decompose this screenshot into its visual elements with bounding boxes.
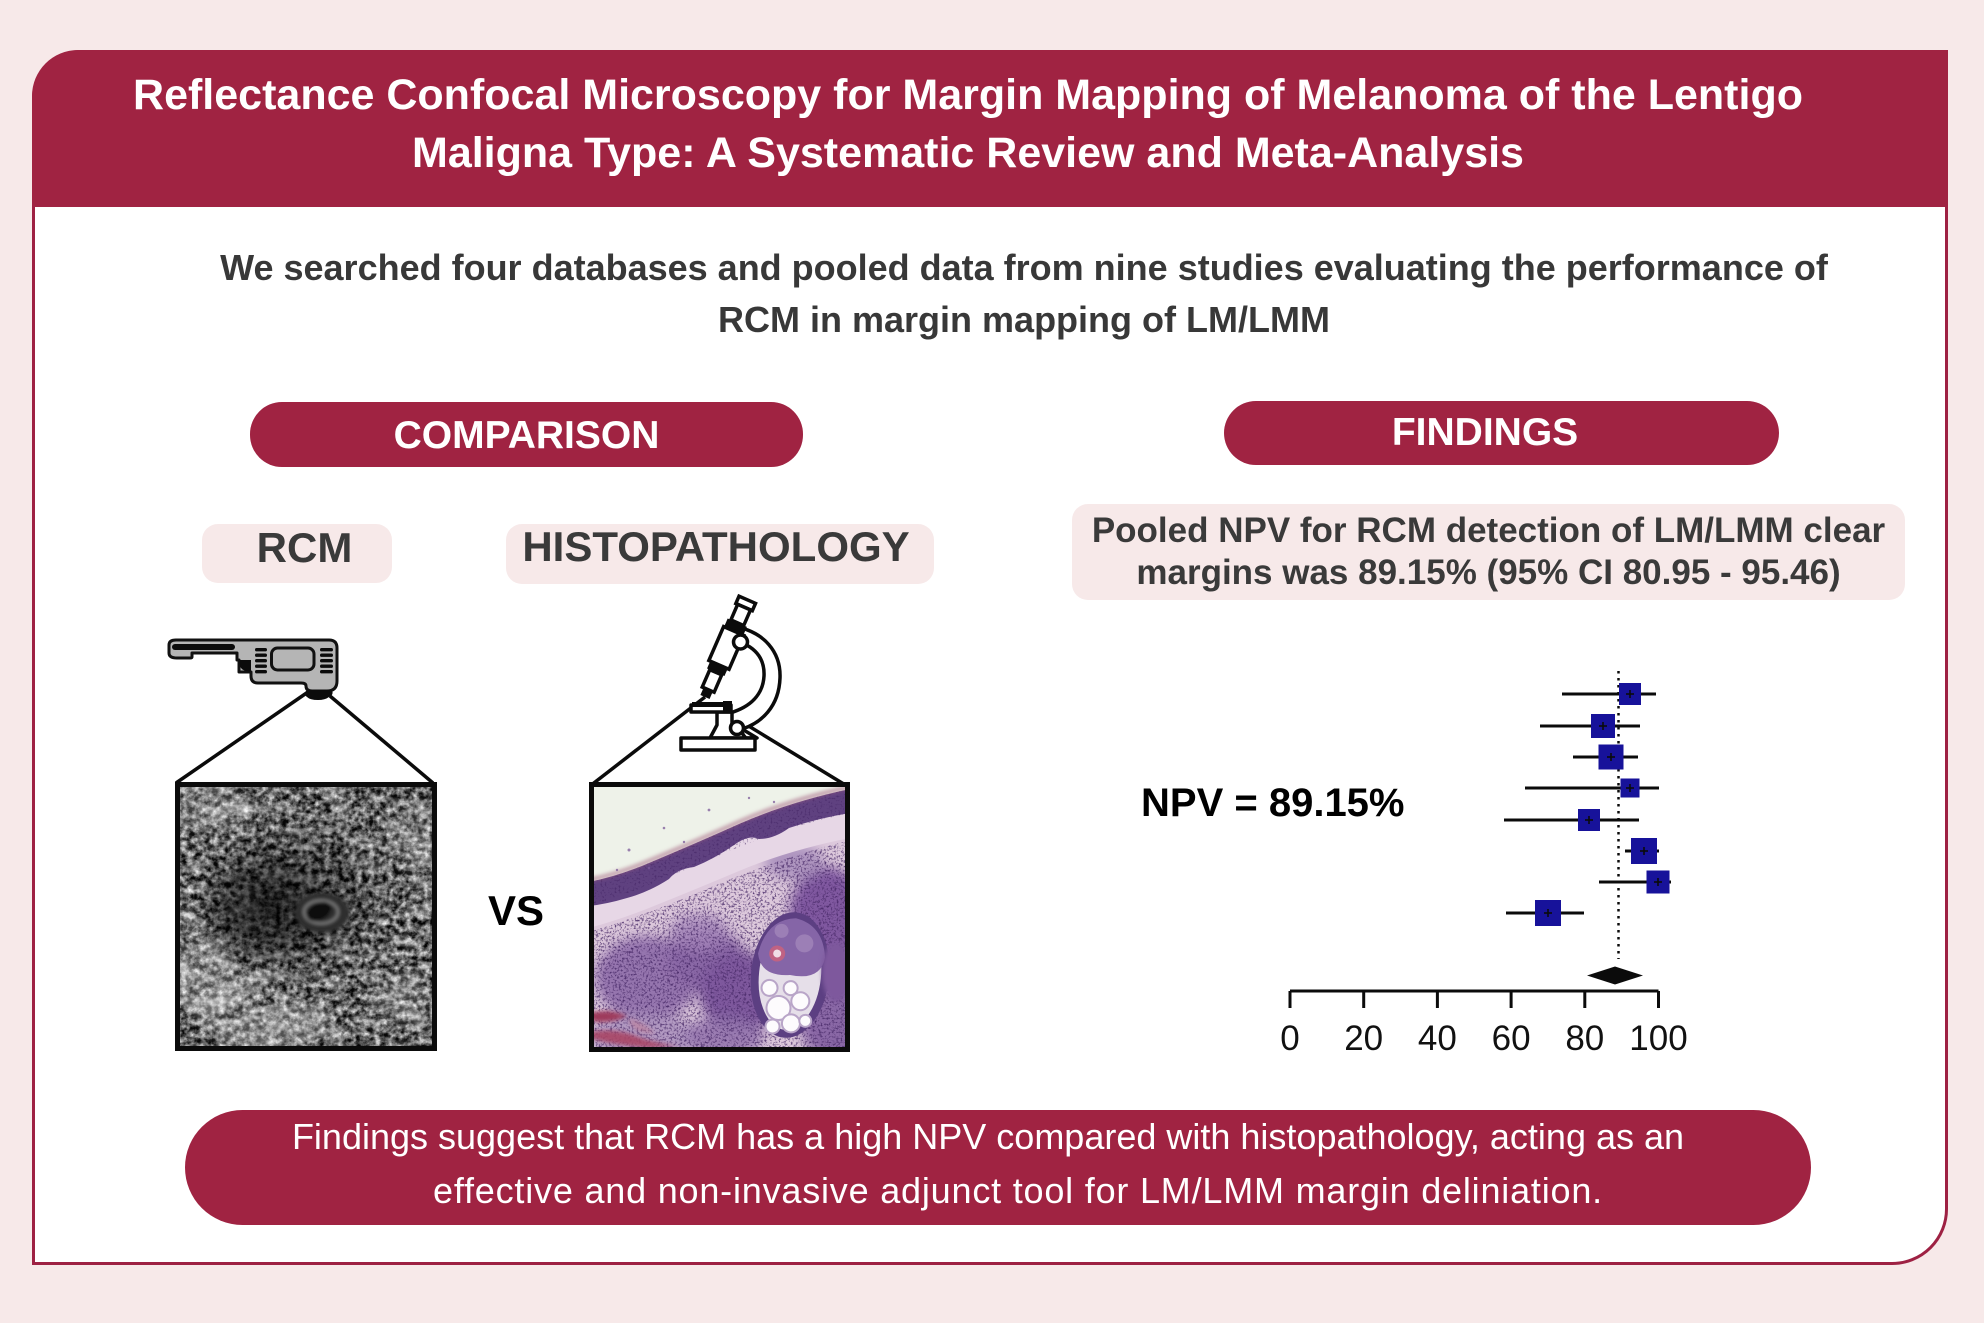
svg-text:40: 40 <box>1418 1019 1457 1058</box>
svg-text:80: 80 <box>1565 1019 1604 1058</box>
svg-text:20: 20 <box>1344 1019 1383 1058</box>
svg-text:100: 100 <box>1629 1019 1687 1058</box>
svg-text:0: 0 <box>1280 1019 1299 1058</box>
svg-text:60: 60 <box>1492 1019 1531 1058</box>
